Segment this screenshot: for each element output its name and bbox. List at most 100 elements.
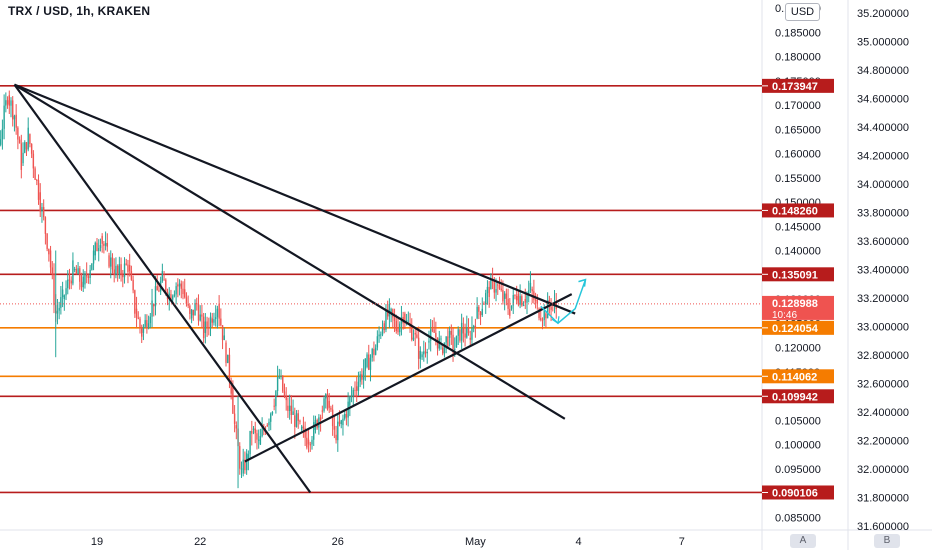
candle-body: [1, 128, 4, 140]
candle-body: [99, 245, 102, 249]
candle-body: [486, 286, 489, 294]
candle-body: [257, 439, 260, 441]
candle-body: [165, 279, 167, 292]
candle-body: [197, 303, 200, 321]
candle-body: [208, 327, 210, 329]
auto-scale-button[interactable]: A: [790, 534, 816, 548]
candle-body: [113, 269, 115, 275]
y2-tick-label: 33.800000: [857, 208, 909, 220]
y-tick-label: 0.155000: [775, 173, 821, 185]
candle-body: [214, 317, 217, 320]
candle-body: [290, 405, 293, 415]
candle-body: [448, 330, 451, 338]
level-price-label: 0.114062: [772, 371, 817, 383]
candle-body: [323, 398, 325, 411]
candle-body: [49, 250, 52, 268]
candle-body: [390, 309, 392, 314]
candle-body: [285, 395, 287, 401]
candle-body: [333, 426, 336, 430]
candle-body: [194, 303, 196, 316]
level-price-label: 0.090106: [772, 487, 818, 499]
candle-body: [190, 309, 193, 319]
candle-body: [44, 217, 47, 234]
candle-body: [82, 276, 84, 288]
candle-body: [326, 394, 329, 410]
y2-tick-label: 32.000000: [857, 464, 909, 476]
candle-body: [5, 100, 7, 106]
candle-body: [89, 269, 91, 278]
candle-body: [84, 273, 86, 285]
candle-body: [185, 297, 188, 304]
candle-body: [199, 314, 201, 321]
y-tick-label: 0.100000: [775, 440, 821, 452]
y2-tick-label: 34.600000: [857, 94, 909, 106]
candle-body: [184, 289, 186, 298]
candle-body: [512, 295, 514, 306]
candle-body: [524, 299, 526, 303]
y2-tick-label: 34.200000: [857, 151, 909, 163]
candle-body: [337, 421, 339, 441]
candle-body: [187, 303, 189, 306]
candle-body: [91, 263, 93, 270]
candle-body: [533, 291, 535, 300]
candle-body: [311, 439, 313, 445]
candle-body: [27, 127, 29, 150]
candle-body: [85, 273, 88, 277]
candle-body: [275, 390, 277, 407]
candle-body: [249, 430, 251, 455]
candle-body: [220, 318, 222, 326]
candle-body: [490, 278, 492, 290]
level-price-tag: [762, 389, 834, 404]
log-scale-button[interactable]: B: [874, 534, 900, 548]
candle-body: [192, 309, 195, 316]
candle-body: [18, 139, 21, 144]
candle-body: [328, 400, 330, 408]
candle-body: [252, 428, 255, 430]
candle-body: [543, 310, 545, 320]
y-tick-label: 0.120000: [775, 343, 821, 355]
candle-body: [459, 329, 461, 341]
candle-body: [73, 268, 76, 270]
candle-body: [349, 397, 351, 406]
candle-body: [213, 319, 215, 323]
candle-body: [225, 342, 227, 363]
candle-body: [22, 152, 24, 164]
candle-body: [135, 308, 138, 318]
candle-body: [399, 323, 401, 333]
candle-body: [445, 336, 447, 343]
candle-body: [443, 342, 446, 354]
x-tick-label: 19: [91, 536, 103, 548]
candle-body: [292, 411, 294, 415]
candle-body: [531, 289, 533, 292]
candle-body: [42, 207, 45, 218]
candle-body: [457, 329, 459, 336]
candle-body: [435, 332, 437, 338]
level-price-tag: [762, 320, 834, 335]
candle-body: [472, 325, 475, 328]
candle-body: [371, 348, 373, 358]
candle-body: [80, 281, 83, 288]
candle-body: [469, 337, 471, 340]
y2-tick-label: 31.600000: [857, 521, 909, 533]
candle-body: [41, 207, 43, 212]
candle-body: [247, 454, 250, 460]
currency-button[interactable]: USD: [785, 3, 820, 21]
candle-body: [261, 429, 263, 437]
candle-body: [65, 288, 67, 296]
candle-body: [414, 332, 416, 335]
candle-body: [545, 313, 547, 319]
candle-body: [72, 260, 74, 284]
candle-body: [218, 303, 220, 319]
candle-body: [10, 100, 12, 106]
y2-tick-label: 31.800000: [857, 493, 909, 505]
candle-body: [383, 323, 385, 331]
candle-body: [154, 286, 157, 307]
candle-body: [96, 242, 98, 252]
candle-body: [495, 289, 497, 293]
candle-body: [270, 413, 272, 422]
candle-body: [271, 411, 274, 414]
candle-body: [404, 313, 406, 324]
candle-body: [546, 300, 549, 319]
candle-body: [132, 279, 134, 291]
